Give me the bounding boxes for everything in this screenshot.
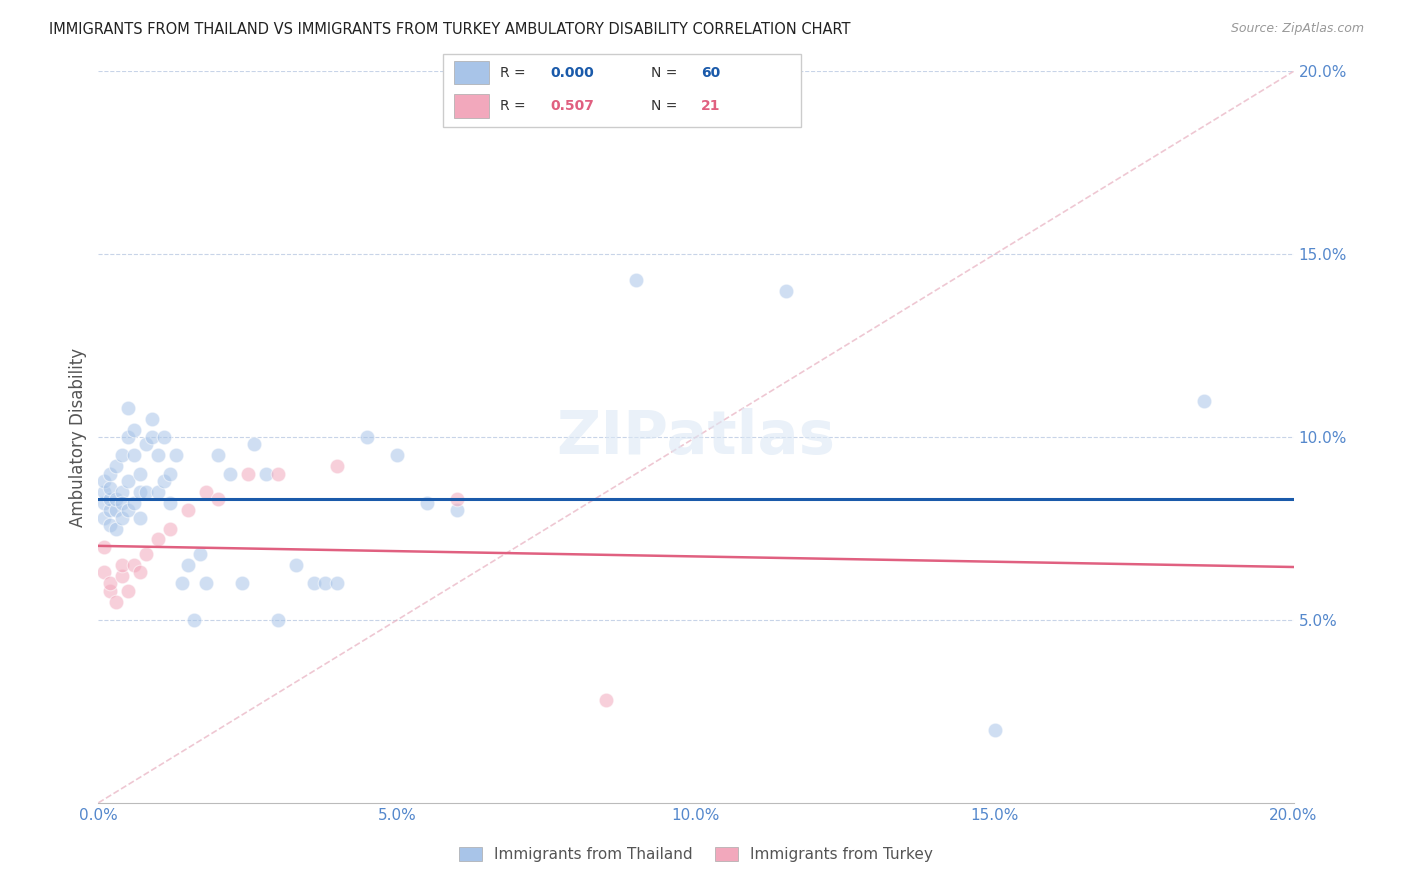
Point [446, 503, 468, 517]
Point [124, 558, 146, 573]
Text: R =: R = [501, 99, 530, 113]
Point [177, 503, 200, 517]
Point [129, 467, 152, 481]
Point [172, 576, 194, 591]
Point [416, 496, 439, 510]
Point [302, 576, 325, 591]
Text: 0.507: 0.507 [551, 99, 595, 113]
Point [93, 566, 115, 580]
Point [626, 273, 648, 287]
Point [356, 430, 378, 444]
Point [177, 558, 200, 573]
Text: ZIPatlas: ZIPatlas [557, 408, 835, 467]
Legend: Immigrants from Thailand, Immigrants from Turkey: Immigrants from Thailand, Immigrants fro… [453, 841, 939, 868]
Point [93, 485, 115, 500]
Point [159, 496, 181, 510]
Point [231, 576, 253, 591]
Point [105, 521, 128, 535]
Point [98, 583, 122, 598]
Point [284, 558, 307, 573]
Point [129, 485, 152, 500]
Point [111, 485, 134, 500]
Point [254, 467, 277, 481]
Text: IMMIGRANTS FROM THAILAND VS IMMIGRANTS FROM TURKEY AMBULATORY DISABILITY CORRELA: IMMIGRANTS FROM THAILAND VS IMMIGRANTS F… [49, 22, 851, 37]
Text: 60: 60 [702, 65, 720, 79]
Point [148, 448, 170, 462]
Point [446, 492, 468, 507]
Point [165, 448, 187, 462]
Point [159, 467, 181, 481]
Point [148, 485, 170, 500]
Point [98, 481, 122, 495]
Text: 0.000: 0.000 [551, 65, 595, 79]
Point [105, 492, 128, 507]
Point [141, 412, 163, 426]
Point [98, 492, 122, 507]
Point [111, 510, 134, 524]
Point [117, 430, 139, 444]
Point [111, 569, 134, 583]
Text: N =: N = [651, 99, 682, 113]
Text: 21: 21 [702, 99, 720, 113]
Point [141, 430, 163, 444]
Point [105, 594, 128, 608]
Point [111, 496, 134, 510]
Point [195, 485, 218, 500]
Point [105, 503, 128, 517]
Point [775, 284, 797, 298]
Point [117, 474, 139, 488]
Point [124, 496, 146, 510]
Point [984, 723, 1007, 737]
Point [135, 437, 157, 451]
FancyBboxPatch shape [454, 95, 489, 118]
FancyBboxPatch shape [443, 54, 801, 127]
Point [219, 467, 242, 481]
Point [98, 467, 122, 481]
Point [207, 492, 229, 507]
Point [93, 510, 115, 524]
FancyBboxPatch shape [454, 61, 489, 84]
Point [117, 503, 139, 517]
Point [1192, 393, 1215, 408]
Y-axis label: Ambulatory Disability: Ambulatory Disability [69, 348, 87, 526]
Point [159, 521, 181, 535]
Point [135, 485, 157, 500]
Point [326, 576, 349, 591]
Point [236, 467, 259, 481]
Point [93, 496, 115, 510]
Point [124, 448, 146, 462]
Point [129, 566, 152, 580]
Point [267, 467, 290, 481]
Point [315, 576, 337, 591]
Point [111, 448, 134, 462]
Point [188, 547, 211, 561]
Point [385, 448, 409, 462]
Point [98, 576, 122, 591]
Point [595, 693, 617, 707]
Point [207, 448, 229, 462]
Point [153, 430, 176, 444]
Point [129, 510, 152, 524]
Point [267, 613, 290, 627]
Point [117, 401, 139, 415]
Point [117, 583, 139, 598]
Text: Source: ZipAtlas.com: Source: ZipAtlas.com [1230, 22, 1364, 36]
Point [153, 474, 176, 488]
Point [148, 533, 170, 547]
Point [98, 503, 122, 517]
Point [111, 558, 134, 573]
Point [98, 517, 122, 532]
Point [93, 540, 115, 554]
Text: R =: R = [501, 65, 530, 79]
Point [326, 459, 349, 474]
Point [105, 459, 128, 474]
Point [135, 547, 157, 561]
Point [124, 423, 146, 437]
Point [195, 576, 218, 591]
Point [243, 437, 266, 451]
Point [183, 613, 205, 627]
Point [93, 474, 115, 488]
Text: N =: N = [651, 65, 682, 79]
